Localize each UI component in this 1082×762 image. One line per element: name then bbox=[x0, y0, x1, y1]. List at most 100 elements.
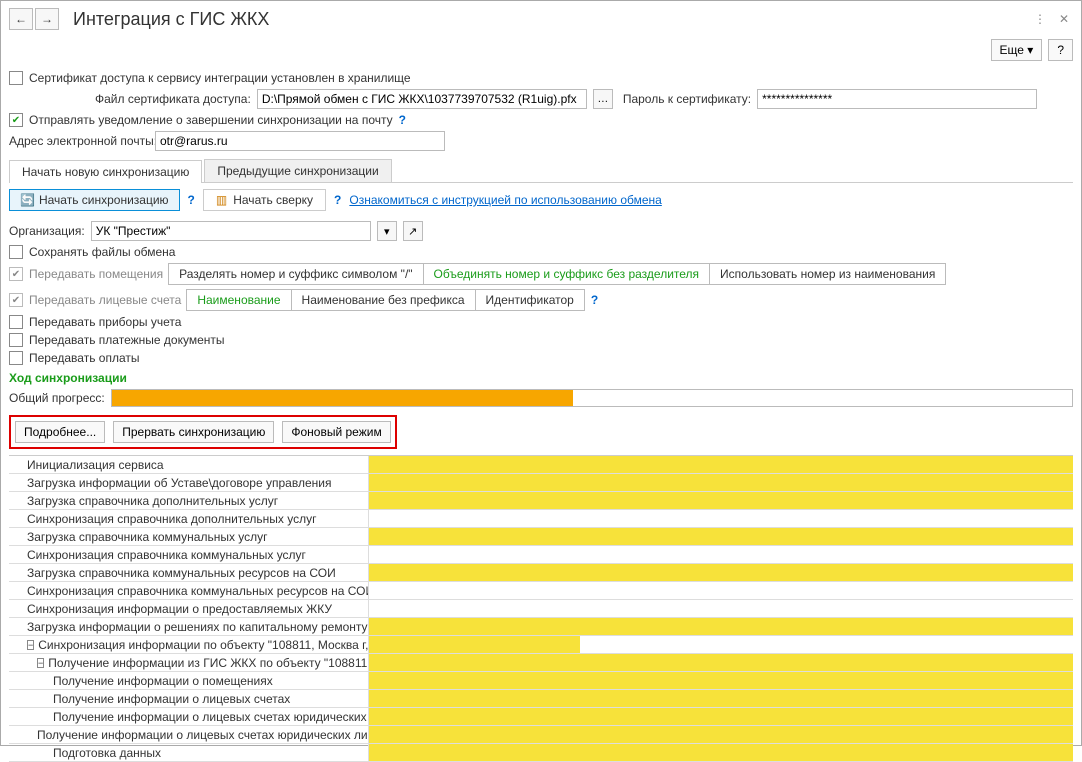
seg-acc-a[interactable]: Наименование bbox=[186, 289, 291, 311]
task-progress bbox=[369, 564, 1073, 581]
email-label: Адрес электронной почты: bbox=[9, 134, 149, 148]
task-progress bbox=[369, 456, 1073, 473]
tree-toggle-icon[interactable]: − bbox=[27, 640, 34, 650]
overall-progress-bar bbox=[111, 389, 1073, 407]
details-button[interactable]: Подробнее... bbox=[15, 421, 105, 443]
task-row: Синхронизация информации о предоставляем… bbox=[9, 600, 1073, 618]
interrupt-button[interactable]: Прервать синхронизацию bbox=[113, 421, 274, 443]
cert-pass-input[interactable] bbox=[757, 89, 1037, 109]
start-sync-button[interactable]: 🔄 Начать синхронизацию bbox=[9, 189, 180, 211]
notify-checkbox[interactable]: ✔ bbox=[9, 113, 23, 127]
org-open-button[interactable]: ↗ bbox=[403, 221, 423, 241]
task-name: −Синхронизация информации по объекту "10… bbox=[9, 636, 369, 653]
cert-file-label: Файл сертификата доступа: bbox=[95, 92, 251, 106]
send-payments-checkbox[interactable] bbox=[9, 351, 23, 365]
task-row: −Синхронизация информации по объекту "10… bbox=[9, 636, 1073, 654]
org-label: Организация: bbox=[9, 224, 85, 238]
page-title: Интеграция с ГИС ЖКХ bbox=[73, 9, 269, 30]
close-icon[interactable]: ✕ bbox=[1055, 10, 1073, 28]
tree-toggle-icon[interactable]: − bbox=[37, 658, 44, 668]
org-dropdown-button[interactable]: ▾ bbox=[377, 221, 397, 241]
task-name: Загрузка информации об Уставе\договоре у… bbox=[9, 474, 369, 491]
task-row: Подготовка данных bbox=[9, 744, 1073, 762]
task-name: Синхронизация информации о предоставляем… bbox=[9, 600, 369, 617]
action-buttons-highlight: Подробнее... Прервать синхронизацию Фоно… bbox=[9, 415, 397, 449]
start-check-help-icon[interactable]: ? bbox=[334, 193, 341, 207]
seg-acc-b[interactable]: Наименование без префикса bbox=[291, 289, 476, 311]
task-progress bbox=[369, 618, 1073, 635]
nav-back-button[interactable]: ← bbox=[9, 8, 33, 30]
sync-icon: 🔄 bbox=[20, 193, 35, 207]
org-select[interactable] bbox=[91, 221, 371, 241]
tab-new-sync[interactable]: Начать новую синхронизацию bbox=[9, 160, 202, 183]
start-sync-help-icon[interactable]: ? bbox=[188, 193, 195, 207]
seg-acc-c[interactable]: Идентификатор bbox=[475, 289, 585, 311]
save-files-checkbox[interactable] bbox=[9, 245, 23, 259]
send-meters-checkbox[interactable] bbox=[9, 315, 23, 329]
cert-installed-checkbox[interactable] bbox=[9, 71, 23, 85]
send-rooms-label: Передавать помещения bbox=[29, 267, 163, 281]
send-accounts-checkbox[interactable]: ✔ bbox=[9, 293, 23, 307]
send-rooms-checkbox[interactable]: ✔ bbox=[9, 267, 23, 281]
task-row: Синхронизация справочника коммунальных р… bbox=[9, 582, 1073, 600]
seg-rooms-c[interactable]: Использовать номер из наименования bbox=[709, 263, 946, 285]
task-name: Получение информации о лицевых счетах bbox=[9, 690, 369, 707]
task-row: Загрузка информации о решениях по капита… bbox=[9, 618, 1073, 636]
task-name: Загрузка справочника дополнительных услу… bbox=[9, 492, 369, 509]
task-row: Получение информации о лицевых счетах юр… bbox=[9, 708, 1073, 726]
task-name: Загрузка информации о решениях по капита… bbox=[9, 618, 369, 635]
task-name: Синхронизация справочника коммунальных р… bbox=[9, 582, 369, 599]
task-progress bbox=[369, 708, 1073, 725]
task-progress bbox=[369, 654, 1073, 671]
sync-progress-title: Ход синхронизации bbox=[9, 371, 1073, 385]
task-row: Получение информации о лицевых счетах bbox=[9, 690, 1073, 708]
task-progress bbox=[369, 636, 1073, 653]
task-row: Загрузка справочника дополнительных услу… bbox=[9, 492, 1073, 510]
task-progress bbox=[369, 672, 1073, 689]
task-row: −Получение информации из ГИС ЖКХ по объе… bbox=[9, 654, 1073, 672]
notify-label: Отправлять уведомление о завершении синх… bbox=[29, 113, 393, 127]
send-accounts-label: Передавать лицевые счета bbox=[29, 293, 181, 307]
more-button[interactable]: Еще ▾ bbox=[991, 39, 1043, 61]
task-row: Получение информации о помещениях bbox=[9, 672, 1073, 690]
cert-pass-label: Пароль к сертификату: bbox=[623, 92, 751, 106]
cert-installed-label: Сертификат доступа к сервису интеграции … bbox=[29, 71, 411, 85]
task-progress bbox=[369, 528, 1073, 545]
task-name: Загрузка справочника коммунальных ресурс… bbox=[9, 564, 369, 581]
task-progress bbox=[369, 726, 1073, 743]
task-name: Получение информации о лицевых счетах юр… bbox=[9, 726, 369, 743]
task-name: Получение информации о лицевых счетах юр… bbox=[9, 708, 369, 725]
cert-file-browse-button[interactable]: … bbox=[593, 89, 613, 109]
background-button[interactable]: Фоновый режим bbox=[282, 421, 390, 443]
task-progress bbox=[369, 474, 1073, 491]
email-input[interactable] bbox=[155, 131, 445, 151]
task-name: Синхронизация справочника коммунальных у… bbox=[9, 546, 369, 563]
cert-file-input[interactable] bbox=[257, 89, 587, 109]
seg-rooms-a[interactable]: Разделять номер и суффикс символом "/" bbox=[168, 263, 423, 285]
send-paydocs-checkbox[interactable] bbox=[9, 333, 23, 347]
task-row: Загрузка справочника коммунальных ресурс… bbox=[9, 564, 1073, 582]
kebab-icon[interactable]: ⋮ bbox=[1031, 10, 1049, 28]
task-name: Подготовка данных bbox=[9, 744, 369, 761]
task-row: Загрузка справочника коммунальных услуг bbox=[9, 528, 1073, 546]
task-progress bbox=[369, 582, 1073, 599]
notify-help-icon[interactable]: ? bbox=[399, 113, 406, 127]
save-files-label: Сохранять файлы обмена bbox=[29, 245, 175, 259]
task-row: Загрузка информации об Уставе\договоре у… bbox=[9, 474, 1073, 492]
task-row: Синхронизация справочника коммунальных у… bbox=[9, 546, 1073, 564]
nav-forward-button[interactable]: → bbox=[35, 8, 59, 30]
seg-rooms-b[interactable]: Объединять номер и суффикс без разделите… bbox=[423, 263, 711, 285]
overall-progress-label: Общий прогресс: bbox=[9, 391, 105, 405]
task-name: Синхронизация справочника дополнительных… bbox=[9, 510, 369, 527]
manual-link[interactable]: Ознакомиться с инструкцией по использова… bbox=[349, 193, 661, 207]
task-name: Инициализация сервиса bbox=[9, 456, 369, 473]
task-table: Инициализация сервисаЗагрузка информации… bbox=[9, 455, 1073, 762]
task-name: Получение информации о помещениях bbox=[9, 672, 369, 689]
help-button[interactable]: ? bbox=[1048, 39, 1073, 61]
task-name: Загрузка справочника коммунальных услуг bbox=[9, 528, 369, 545]
seg-acc-help-icon[interactable]: ? bbox=[591, 293, 598, 307]
send-paydocs-label: Передавать платежные документы bbox=[29, 333, 225, 347]
tab-prev-sync[interactable]: Предыдущие синхронизации bbox=[204, 159, 391, 182]
task-row: Синхронизация справочника дополнительных… bbox=[9, 510, 1073, 528]
start-check-button[interactable]: ▥ Начать сверку bbox=[203, 189, 326, 211]
